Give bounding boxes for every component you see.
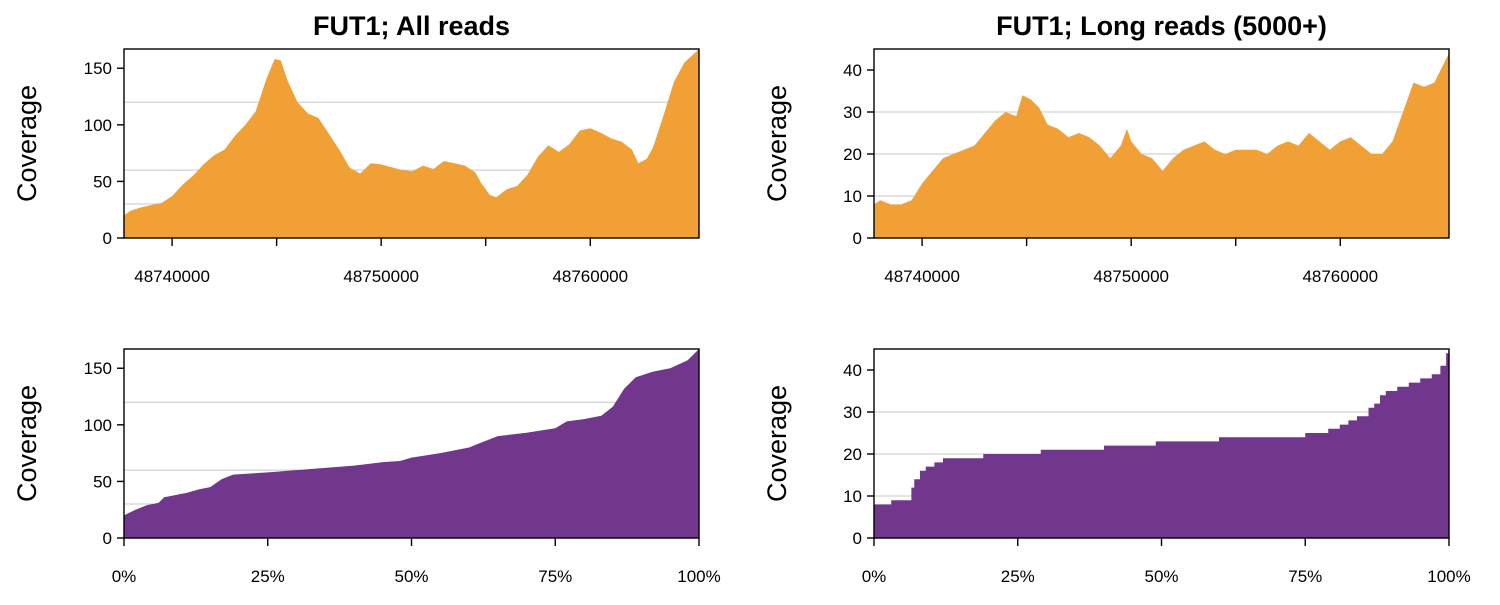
chart-panel-4: 0 10 20 30 40 0% 25% 50% 75% 100% Coverage — [762, 348, 1471, 586]
y-tick-label: 10 — [843, 187, 862, 206]
x-tick-label: 48750000 — [343, 267, 419, 286]
x-tick-label: 48740000 — [134, 267, 210, 286]
y-axis-label: Coverage — [762, 385, 792, 502]
y-tick-label: 20 — [843, 445, 862, 464]
x-tick-label: 75% — [1288, 567, 1322, 586]
plot-frame — [123, 48, 700, 239]
x-tick-label: 25% — [1001, 567, 1035, 586]
chart-panel-1: 0 50 100 150 48740000 48750000 48760000 Coverag… — [12, 11, 700, 286]
coverage-area — [874, 353, 1449, 538]
x-tick-label: 48760000 — [552, 267, 628, 286]
y-axis-label: Coverage — [762, 85, 792, 202]
x-tick-label: 0% — [112, 567, 137, 586]
y-tick-label: 40 — [843, 61, 862, 80]
coverage-area — [124, 349, 699, 538]
y-tick-label: 100 — [84, 416, 112, 435]
y-tick-label: 30 — [843, 403, 862, 422]
x-tick-label: 48740000 — [884, 267, 960, 286]
y-tick-label: 0 — [853, 229, 862, 248]
x-tick-label: 50% — [394, 567, 428, 586]
chart-title: FUT1; Long reads (5000+) — [996, 11, 1327, 41]
y-tick-label: 50 — [93, 472, 112, 491]
y-tick-label: 20 — [843, 145, 862, 164]
y-tick-label: 10 — [843, 487, 862, 506]
x-tick-label: 48760000 — [1302, 267, 1378, 286]
chart-title: FUT1; All reads — [313, 11, 510, 41]
x-tick-label: 100% — [677, 567, 720, 586]
y-tick-label: 30 — [843, 103, 862, 122]
y-axis-label: Coverage — [12, 385, 42, 502]
chart-panel-2: 0 10 20 30 40 48740000 48750000 48760000 Coverag… — [762, 11, 1450, 286]
y-tick-label: 0 — [103, 229, 112, 248]
y-tick-label: 0 — [853, 529, 862, 548]
x-tick-label: 25% — [251, 567, 285, 586]
x-tick-label: 0% — [862, 567, 887, 586]
y-tick-label: 150 — [84, 59, 112, 78]
y-tick-label: 50 — [93, 172, 112, 191]
x-tick-label: 48750000 — [1093, 267, 1169, 286]
x-tick-label: 75% — [538, 567, 572, 586]
y-tick-label: 0 — [103, 529, 112, 548]
y-tick-label: 150 — [84, 359, 112, 378]
x-tick-label: 50% — [1144, 567, 1178, 586]
y-tick-label: 100 — [84, 116, 112, 135]
x-tick-label: 100% — [1427, 567, 1470, 586]
y-tick-label: 40 — [843, 361, 862, 380]
y-axis-label: Coverage — [12, 85, 42, 202]
coverage-area — [124, 49, 699, 238]
plot-frame — [873, 48, 1450, 239]
chart-panel-3: 0 50 100 150 0% 25% 50% 75% 100% Coverage — [12, 348, 721, 586]
coverage-area — [874, 53, 1449, 239]
